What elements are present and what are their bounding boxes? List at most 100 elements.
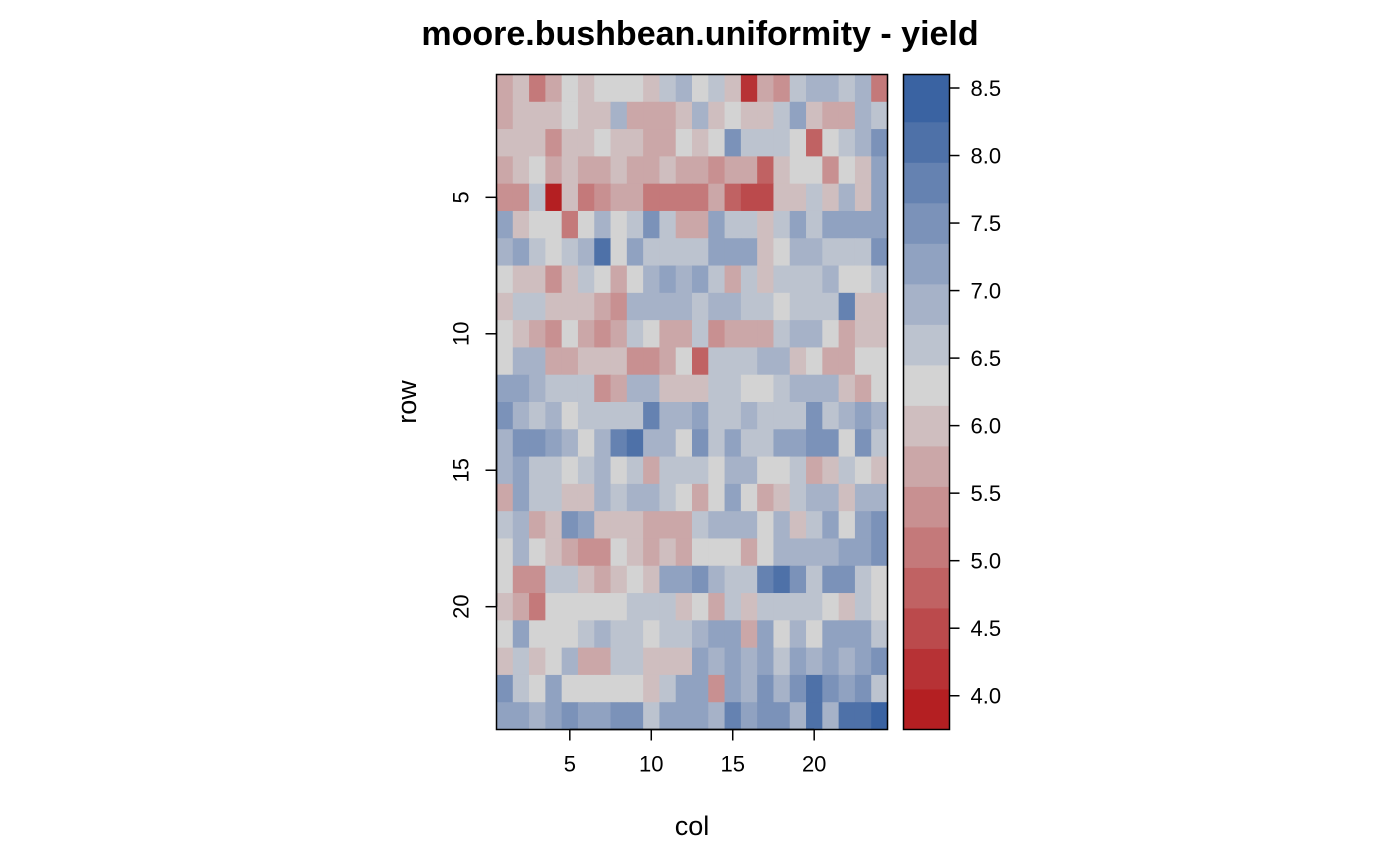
heatmap-cell [626, 565, 644, 594]
heatmap-cell [643, 674, 661, 703]
heatmap-cell [708, 620, 726, 649]
heatmap-cell [643, 210, 661, 239]
heatmap-cell [512, 265, 530, 294]
heatmap-cell [529, 101, 546, 130]
heatmap-cell [822, 511, 840, 540]
heatmap-cell [822, 374, 840, 403]
heatmap-cell [545, 702, 563, 731]
heatmap-cell [773, 347, 791, 376]
heatmap-cell [740, 565, 758, 594]
heatmap-cell [692, 156, 709, 185]
heatmap-cell [789, 647, 807, 676]
heatmap-cell [659, 210, 677, 239]
heatmap-cell [757, 402, 775, 430]
heatmap-cell [789, 347, 807, 376]
heatmap-cell [496, 511, 514, 540]
heatmap-cell [708, 292, 726, 321]
heatmap-cell [659, 456, 677, 485]
heatmap-cell [871, 156, 889, 185]
heatmap-cell [806, 702, 823, 731]
heatmap-cell [838, 456, 856, 485]
heatmap-cell [806, 183, 823, 212]
heatmap-cell [626, 210, 644, 239]
legend-swatch [903, 121, 950, 163]
heatmap-cell [822, 429, 840, 458]
heatmap-cell [496, 402, 514, 430]
heatmap-cell [740, 101, 758, 130]
heatmap-cell [773, 702, 791, 731]
heatmap-cell [708, 702, 726, 731]
heatmap-cell [626, 647, 644, 676]
heatmap-cell [545, 347, 563, 376]
heatmap-cell [529, 156, 546, 185]
heatmap-cell [610, 620, 628, 649]
heatmap-cell [675, 456, 693, 485]
heatmap-cell [822, 101, 840, 130]
heatmap-cell [577, 129, 595, 157]
heatmap-cell [789, 565, 807, 594]
y-tick-label: 10 [449, 322, 474, 346]
heatmap-cell [496, 210, 514, 239]
heatmap-cell [822, 74, 840, 103]
heatmap-cell [545, 483, 563, 512]
heatmap-cell [740, 74, 758, 103]
heatmap-cell [545, 101, 563, 130]
heatmap-cell [806, 674, 823, 703]
heatmap-cell [708, 74, 726, 103]
heatmap-cell [496, 538, 514, 567]
heatmap-cell [643, 538, 661, 567]
heatmap-cell [806, 429, 823, 458]
heatmap-cell [740, 402, 758, 430]
heatmap-cell [594, 511, 612, 540]
heatmap-cell [675, 702, 693, 731]
heatmap-cell [626, 183, 644, 212]
heatmap-cell [740, 702, 758, 731]
heatmap-cell [577, 156, 595, 185]
heatmap-cell [577, 74, 595, 103]
heatmap-cell [512, 565, 530, 594]
heatmap-cell [643, 511, 661, 540]
heatmap-cell [594, 183, 612, 212]
x-tick-label: 10 [639, 752, 663, 777]
heatmap-cell [610, 402, 628, 430]
heatmap-cell [806, 347, 823, 376]
heatmap-cell [610, 183, 628, 212]
heatmap-cell [545, 456, 563, 485]
heatmap-cell [708, 565, 726, 594]
heatmap-cell [789, 511, 807, 540]
heatmap-cell [757, 156, 775, 185]
heatmap-cell [773, 74, 791, 103]
heatmap-cell [692, 456, 709, 485]
heatmap-cell [757, 511, 775, 540]
heatmap-cell [610, 429, 628, 458]
heatmap-cell [757, 483, 775, 512]
heatmap-cell [692, 374, 709, 403]
heatmap-cell [626, 101, 644, 130]
heatmap-cell [675, 129, 693, 157]
heatmap-cell [806, 456, 823, 485]
legend-tick-label: 8.5 [971, 76, 1002, 101]
heatmap-cell [496, 347, 514, 376]
heatmap-cell [561, 347, 579, 376]
heatmap-cell [773, 292, 791, 321]
heatmap-cell [822, 402, 840, 430]
heatmap-cell [496, 565, 514, 594]
heatmap-cell [545, 429, 563, 458]
heatmap-cell [512, 456, 530, 485]
heatmap-cell [659, 156, 677, 185]
heatmap-cell [806, 402, 823, 430]
heatmap-cell [643, 74, 661, 103]
heatmap-cell [838, 156, 856, 185]
heatmap-cell [561, 456, 579, 485]
heatmap-cell [577, 565, 595, 594]
heatmap-cell [854, 483, 872, 512]
heatmap-cell [789, 456, 807, 485]
heatmap-cell [577, 483, 595, 512]
heatmap-cell [854, 210, 872, 239]
heatmap-cell [577, 101, 595, 130]
heatmap-cell [529, 402, 546, 430]
heatmap-cell [854, 511, 872, 540]
heatmap-cell [659, 511, 677, 540]
heatmap-cell [740, 320, 758, 349]
heatmap-cell [692, 129, 709, 157]
